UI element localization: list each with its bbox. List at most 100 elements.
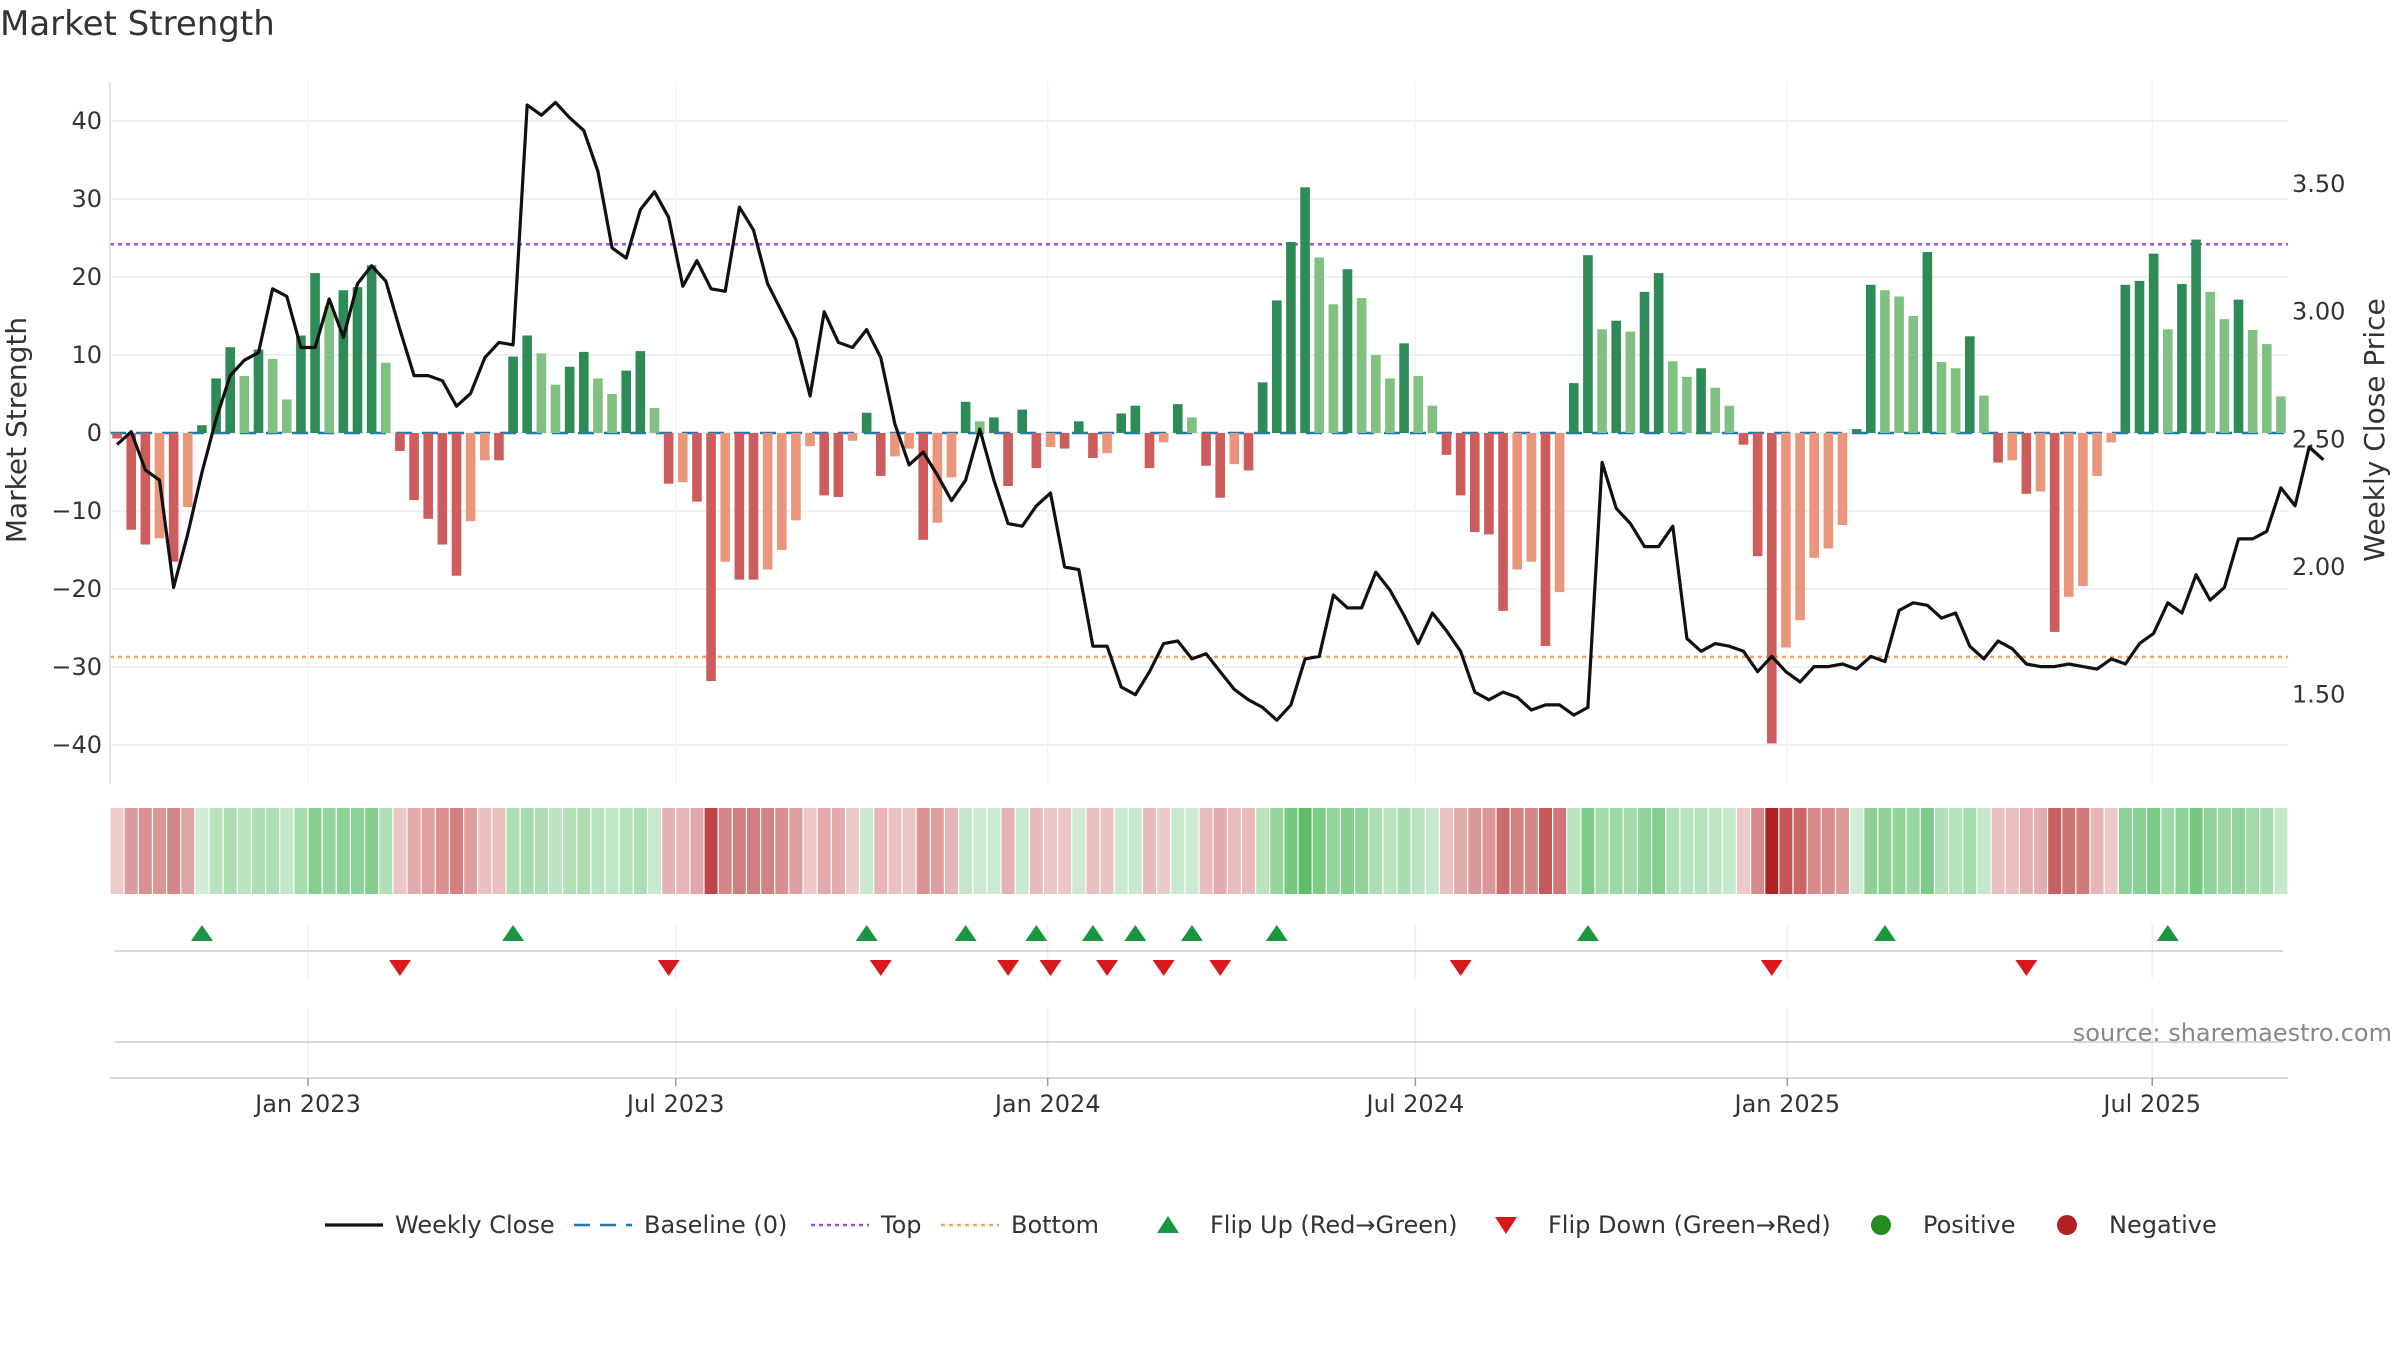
strength-bar [974, 421, 985, 433]
heat-cell [1355, 808, 1369, 894]
strength-bar [1059, 433, 1070, 449]
heat-cell [124, 808, 138, 894]
legend-item: Flip Down (Green→Red) [1495, 1211, 1831, 1239]
reference-lines [110, 242, 2288, 659]
strength-bar [607, 394, 617, 433]
strength-bar [1950, 368, 1961, 433]
bottom-panel: Jan 2023 Jul 2023 Jan 2024 Jul 2024 Jan 2025… [110, 1008, 2288, 1118]
heat-cell [1892, 808, 1906, 894]
strength-bar [296, 335, 306, 433]
heat-cell [1143, 808, 1156, 894]
strength-bar [1356, 298, 1367, 433]
chart-title: Market Strength [0, 4, 275, 44]
flip-up-marker [2156, 925, 2179, 941]
strength-bar [2191, 239, 2201, 433]
strength-bars [112, 187, 2286, 744]
heat-cell [1086, 808, 1100, 894]
strength-bar [1837, 433, 1848, 526]
strength-bar [1880, 290, 1890, 433]
flip-down-marker [1039, 960, 1062, 976]
x-tick-label: Jul 2024 [1365, 1090, 1465, 1118]
strength-bar [2063, 433, 2074, 597]
heat-cell [888, 808, 902, 894]
strength-bar [1851, 429, 1862, 433]
strength-bar [1073, 421, 1084, 433]
heat-cell [209, 808, 223, 894]
strength-bar [1979, 395, 1989, 433]
heat-cell [1454, 808, 1468, 894]
heat-cell [1312, 808, 1326, 894]
strength-bar [380, 362, 391, 433]
heat-cell [2104, 808, 2118, 894]
flip-up-marker [502, 925, 525, 941]
x-tick-label: Jan 2025 [1732, 1090, 1840, 1118]
heat-cell [266, 808, 280, 894]
flip-up-marker [190, 925, 213, 941]
heat-cell [379, 808, 393, 894]
legend-item: Negative [2057, 1211, 2217, 1239]
strength-bar [692, 433, 702, 502]
heat-cell [775, 808, 789, 894]
strength-bar [197, 425, 207, 433]
heat-cell [1737, 808, 1750, 894]
heat-cell [1199, 808, 1213, 894]
strength-bar [1597, 329, 1607, 433]
heat-cell [930, 808, 944, 894]
left-tick-label: −30 [51, 653, 102, 681]
heat-cell [1836, 808, 1849, 894]
strength-bar [1653, 273, 1664, 433]
strength-bar [1894, 296, 1904, 433]
legend-circle-icon [2057, 1215, 2077, 1235]
flip-down-marker [1152, 960, 1175, 976]
heat-cell [2161, 808, 2175, 894]
strength-heat-strip [110, 808, 2288, 894]
strength-bar [861, 412, 872, 433]
heat-cell [237, 808, 251, 894]
strength-bar [621, 370, 632, 433]
heat-cell [1072, 808, 1086, 894]
legend-label: Baseline (0) [644, 1211, 787, 1239]
strength-bar [211, 378, 221, 433]
strength-bar [140, 433, 151, 545]
strength-bar [1964, 336, 1975, 433]
strength-bar [890, 433, 900, 457]
strength-bar [465, 433, 476, 522]
strength-bar [1413, 376, 1424, 433]
legend-triangle-down-icon [1495, 1217, 1517, 1234]
flip-down-marker [1449, 960, 1472, 976]
flip-down-marker [869, 960, 892, 976]
heat-cell [1001, 808, 1015, 894]
strength-bar [1865, 284, 1876, 433]
heat-cell [846, 808, 859, 894]
heat-cell [1864, 808, 1878, 894]
strength-bar [2049, 433, 2060, 632]
heat-cell [1256, 808, 1270, 894]
flip-down-marker [1760, 960, 1783, 976]
strength-bar [1187, 417, 1197, 433]
heat-cell [1694, 808, 1708, 894]
heat-cell [393, 808, 407, 894]
flip-down-marker [1096, 960, 1119, 976]
right-tick-label: 3.50 [2292, 170, 2345, 198]
left-tick-label: −20 [51, 575, 102, 603]
strength-bar [762, 433, 773, 570]
heat-cell [2217, 808, 2231, 894]
heat-cell [2147, 808, 2161, 894]
strength-bar [2106, 433, 2117, 443]
flip-down-marker [657, 960, 680, 976]
heat-cell [1440, 808, 1453, 894]
legend-item: Positive [1871, 1211, 2016, 1239]
strength-bar [875, 433, 886, 476]
heat-cell [619, 808, 633, 894]
heat-cell [1496, 808, 1510, 894]
strength-bar [2078, 433, 2088, 586]
heat-cell [520, 808, 534, 894]
heat-cell [1609, 808, 1623, 894]
flip-markers-panel [115, 924, 2283, 978]
heat-cell [1284, 808, 1298, 894]
strength-bar [395, 433, 405, 451]
heat-cell [831, 808, 845, 894]
heat-cell [1567, 808, 1581, 894]
strength-bar [2148, 253, 2159, 433]
heat-cell [365, 808, 379, 894]
